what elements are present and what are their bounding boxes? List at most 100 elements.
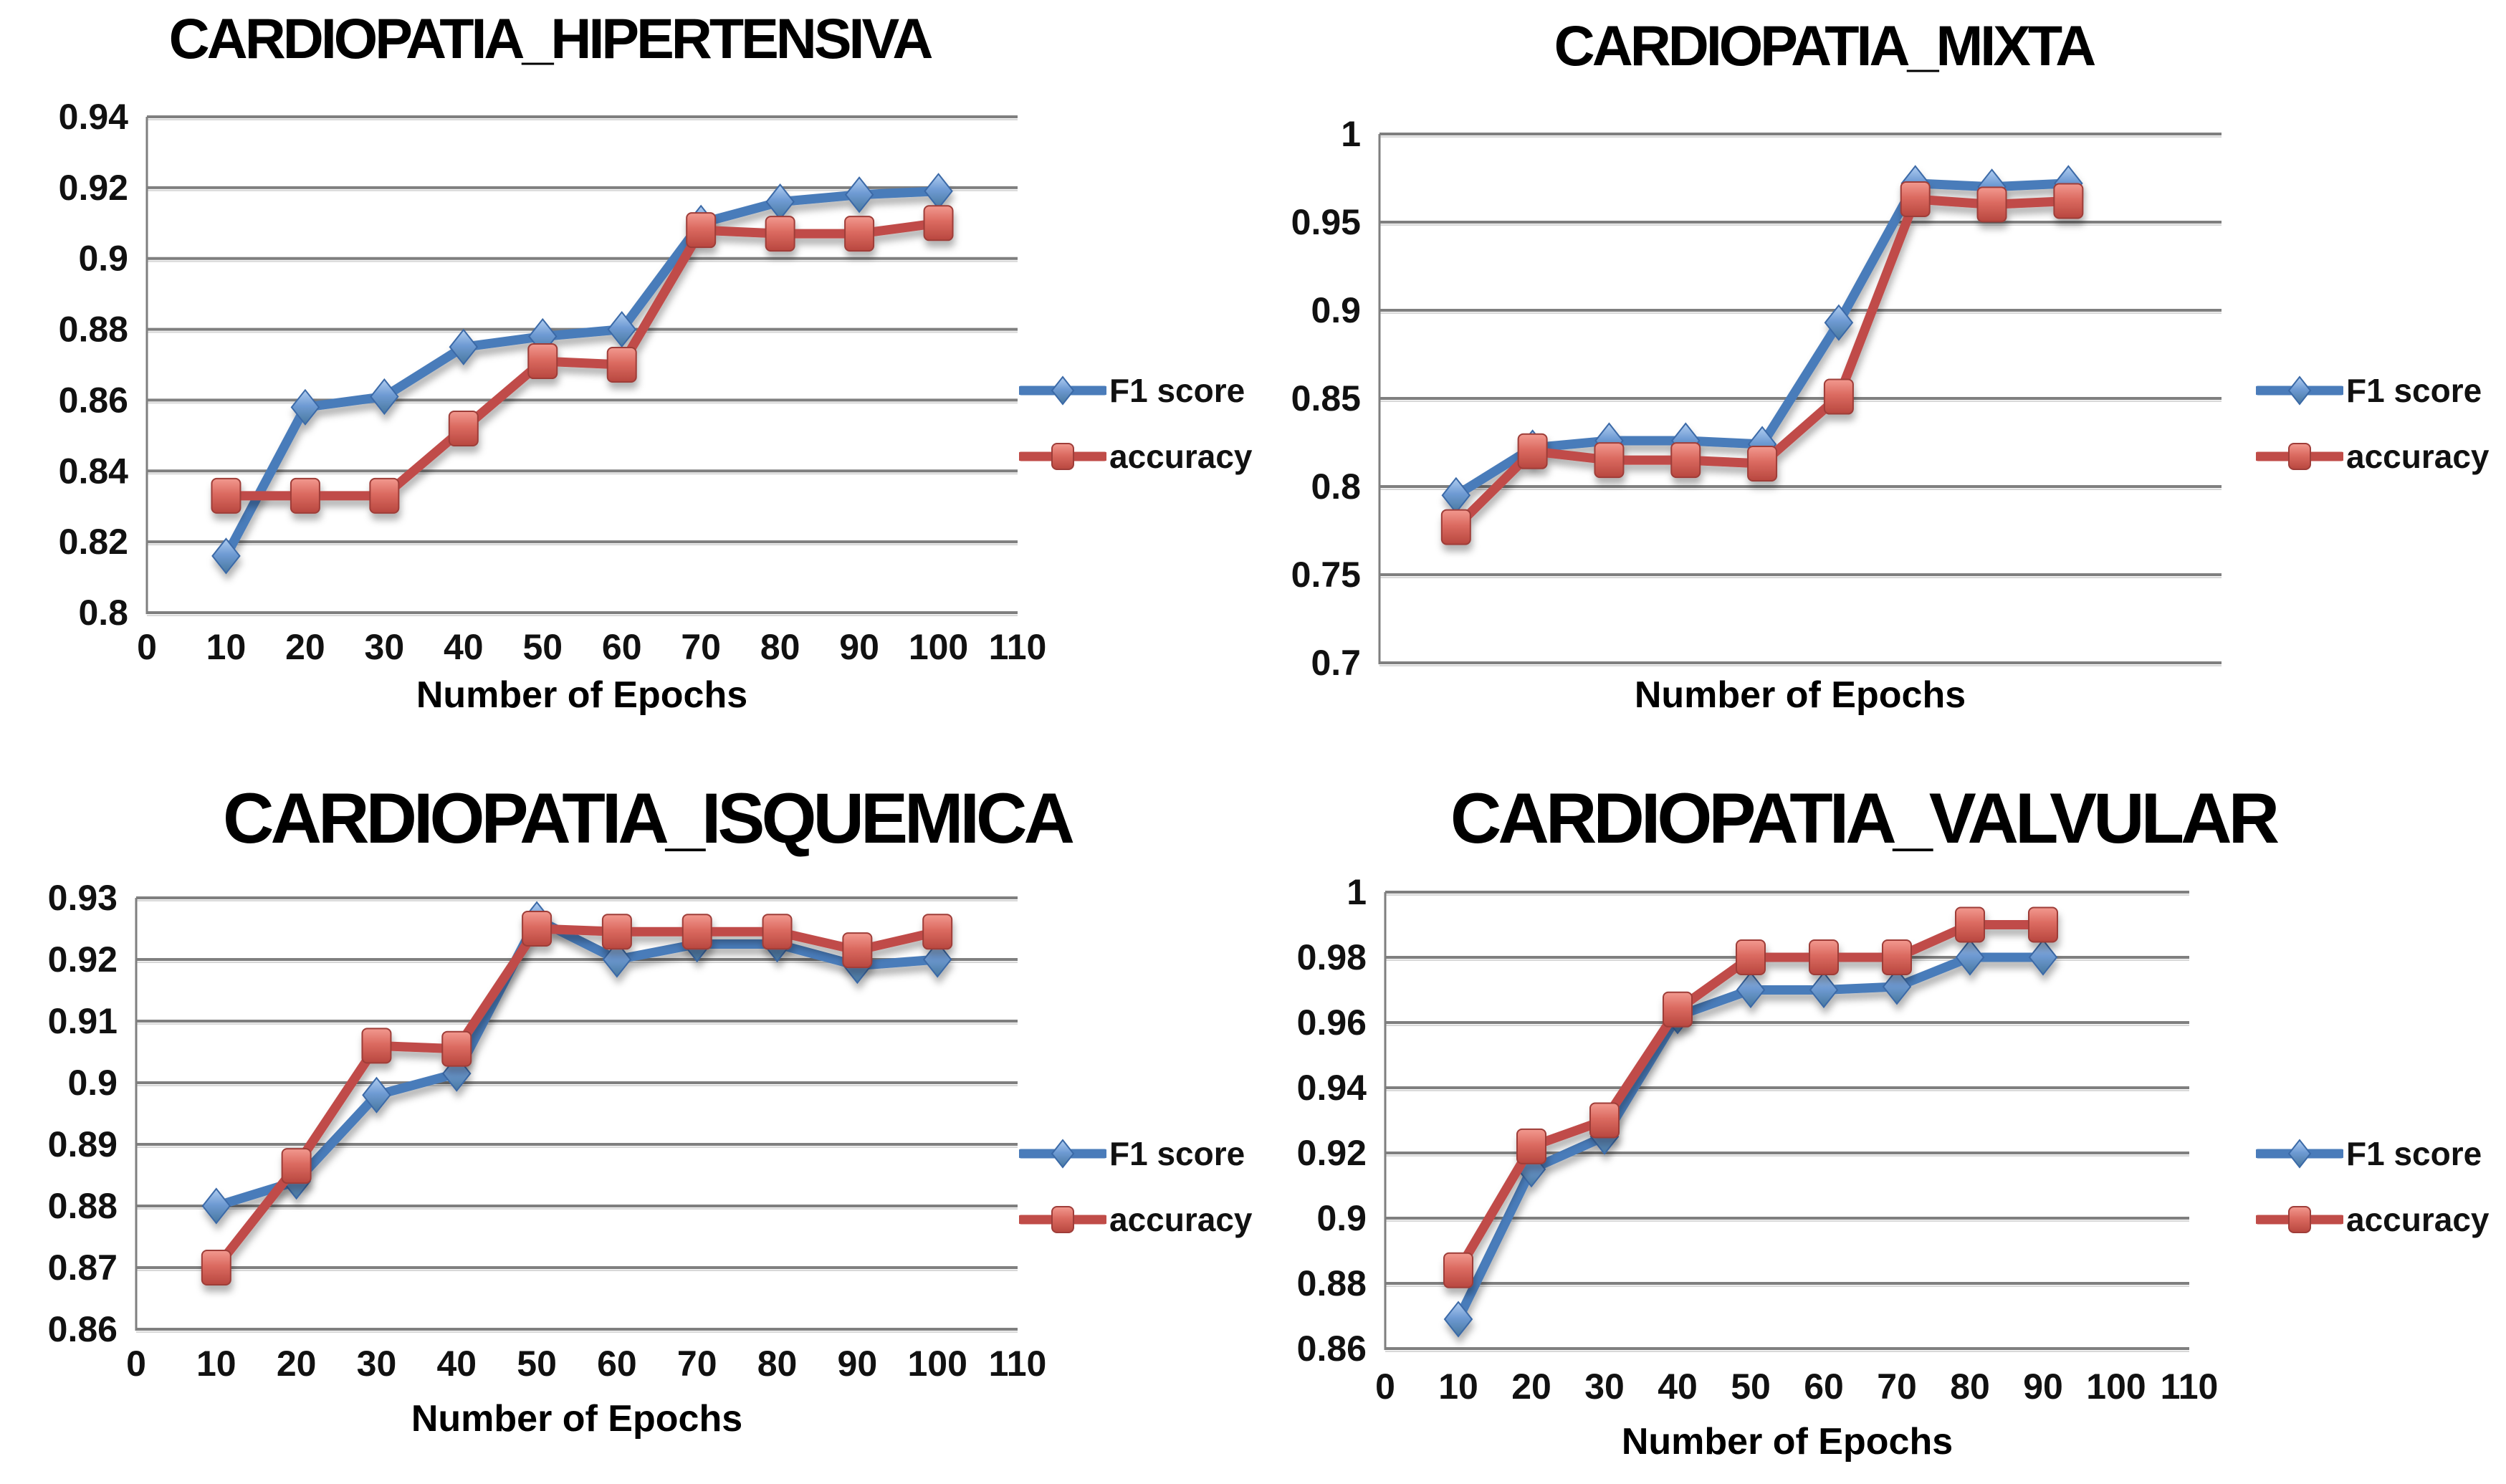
y-tick-label: 1 [1341, 114, 1361, 154]
accuracy-marker [361, 1028, 392, 1064]
chart-title-mixta: CARDIOPATIA_MIXTA [1554, 14, 2097, 77]
accuracy-marker [842, 932, 873, 969]
accuracy-marker [448, 410, 479, 446]
legend-item-accuracy: accuracy [2253, 436, 2490, 477]
f1-legend-glyph [1016, 1139, 1109, 1169]
y-tick-label: 0.92 [48, 939, 118, 980]
x-axis-title-isquemica: Number of Epochs [411, 1398, 743, 1440]
x-tick-label: 0 [137, 627, 157, 667]
y-tick-label: 0.87 [48, 1248, 118, 1288]
y-tick-label: 0.88 [48, 1186, 118, 1226]
legend-label-accuracy: accuracy [2346, 438, 2490, 475]
accuracy-marker [2288, 443, 2311, 470]
chart-title-isquemica: CARDIOPATIA_ISQUEMICA [223, 778, 1075, 858]
f1-marker [844, 176, 874, 214]
f1-marker [602, 941, 632, 978]
x-tick-label: 60 [602, 627, 642, 667]
f1-marker [1736, 971, 1766, 1009]
f1-marker [1051, 375, 1075, 406]
x-axis-title-hipertensiva: Number of Epochs [416, 674, 748, 716]
accuracy-marker [1663, 991, 1693, 1028]
accuracy-marker [923, 205, 954, 241]
y-tick-label: 0.9 [67, 1063, 118, 1103]
x-tick-label: 60 [1804, 1366, 1844, 1407]
y-tick-label: 0.85 [1291, 378, 1361, 418]
accuracy-marker [201, 1250, 231, 1286]
legend-label-f1: F1 score [2346, 1135, 2482, 1172]
accuracy-marker [1443, 1252, 1473, 1288]
x-tick-label: 20 [285, 627, 325, 667]
legend-valvular: F1 score accuracy [2253, 1134, 2490, 1240]
y-tick-label: 0.92 [59, 168, 128, 208]
accuracy-marker [686, 212, 717, 249]
x-tick-label: 10 [1438, 1366, 1478, 1407]
x-tick-label: 70 [681, 627, 721, 667]
y-tick-label: 0.9 [1311, 290, 1361, 330]
x-tick-label: 60 [597, 1344, 637, 1384]
accuracy-marker [682, 914, 712, 950]
x-tick-label: 80 [757, 1344, 798, 1384]
accuracy-marker [290, 477, 320, 514]
accuracy-legend-glyph [2253, 1206, 2346, 1233]
chart-title-valvular: CARDIOPATIA_VALVULAR [1450, 778, 2280, 858]
f1-marker [211, 537, 241, 575]
f1-marker [449, 328, 479, 365]
accuracy-marker [211, 477, 241, 514]
legend-label-accuracy: accuracy [1109, 438, 1253, 475]
y-tick-label: 0.91 [48, 1001, 118, 1041]
f1-marker [1824, 304, 1854, 341]
legend-item-accuracy: accuracy [1016, 436, 1253, 477]
legend-item-f1: F1 score [1016, 1134, 1253, 1174]
accuracy-marker [1882, 939, 1912, 975]
accuracy-marker [1517, 433, 1548, 469]
accuracy-marker [441, 1030, 472, 1067]
accuracy-marker [1051, 1206, 1074, 1233]
x-tick-label: 30 [365, 627, 405, 667]
y-tick-label: 0.75 [1291, 555, 1361, 595]
y-tick-label: 0.86 [1297, 1329, 1367, 1369]
y-tick-label: 0.8 [78, 593, 128, 633]
y-tick-label: 0.93 [48, 878, 118, 918]
chart-valvular-plot: 1 0.98 0.96 0.94 0.92 0.9 0.88 0.860 10 20 30 40 50 6… [1297, 872, 2219, 1407]
accuracy-marker [765, 216, 795, 252]
x-axis-title-valvular: Number of Epochs [1621, 1421, 1953, 1463]
accuracy-legend-glyph [2253, 443, 2346, 470]
x-tick-label: 50 [517, 1344, 557, 1384]
f1-marker [201, 1187, 231, 1225]
accuracy-legend-glyph [1016, 1206, 1109, 1233]
y-tick-label: 0.88 [59, 310, 128, 350]
accuracy-marker [1747, 446, 1778, 482]
x-tick-label: 40 [444, 627, 484, 667]
x-tick-label: 80 [760, 627, 800, 667]
f1-line [221, 186, 943, 561]
legend-label-f1: F1 score [1109, 1135, 1245, 1172]
f1-marker [1441, 477, 1471, 514]
y-tick-label: 0.9 [78, 239, 128, 279]
accuracy-series [211, 205, 954, 514]
x-tick-label: 110 [2161, 1366, 2219, 1407]
x-tick-label: 110 [989, 627, 1047, 667]
y-tick-label: 0.8 [1311, 466, 1361, 507]
accuracy-marker [1589, 1102, 1620, 1139]
accuracy-line [211, 924, 942, 1273]
chart-mixta-plot: 1 0.95 0.9 0.85 0.8 0.75 0.7 [1291, 114, 2222, 683]
accuracy-marker [844, 216, 875, 252]
f1-series-icon [1016, 370, 1109, 411]
y-tick-label: 0.86 [48, 1309, 118, 1349]
x-tick-label: 80 [1950, 1366, 1990, 1407]
accuracy-marker [1736, 939, 1766, 975]
accuracy-line [221, 218, 943, 501]
accuracy-legend-glyph [1016, 443, 1109, 470]
accuracy-marker [1051, 443, 1074, 470]
x-tick-label: 0 [126, 1344, 146, 1384]
legend-mixta: F1 score accuracy [2253, 370, 2490, 477]
x-axis-title-mixta: Number of Epochs [1634, 674, 1966, 716]
f1-series-icon [2253, 1134, 2346, 1174]
accuracy-marker [1900, 181, 1931, 218]
f1-marker [2287, 375, 2312, 406]
chart-hipertensiva-plot: 0.94 0.92 0.9 0.88 0.86 0.84 0.82 0.80 10 20 30 40 5… [59, 97, 1047, 667]
f1-series-icon [2253, 370, 2346, 411]
y-tick-label: 0.94 [1297, 1068, 1367, 1108]
